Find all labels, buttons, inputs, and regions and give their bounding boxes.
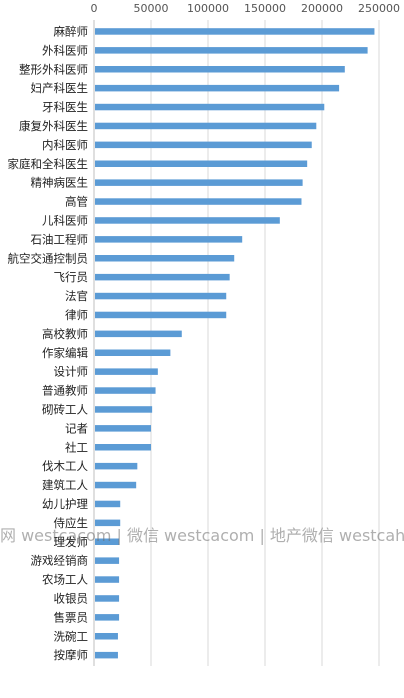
category-labels: 麻醉师外科医师整形外科医师妇产科医生牙科医生康复外科医生内科医师家庭和全科医生精…: [8, 24, 89, 662]
bar: [95, 406, 153, 413]
x-tick-label: 100000: [187, 2, 229, 15]
x-tick-label: 50000: [134, 2, 169, 15]
category-label: 康复外科医生: [19, 119, 88, 133]
x-tick-label: 150000: [244, 2, 286, 15]
x-tick-label: 0: [91, 2, 98, 15]
bar: [95, 481, 137, 489]
category-label: 外科医师: [42, 43, 88, 57]
category-label: 幼儿护理: [42, 497, 88, 511]
bar: [95, 217, 280, 224]
category-label: 精神病医生: [31, 176, 89, 190]
category-label: 游戏经销商: [31, 554, 89, 568]
category-label: 石油工程师: [31, 232, 89, 246]
category-label: 作家编辑: [42, 346, 88, 360]
bar: [95, 519, 121, 527]
category-label: 高管: [65, 195, 88, 209]
bar: [95, 330, 182, 338]
bar: [95, 66, 345, 73]
bar: [95, 160, 308, 167]
bars: [95, 28, 375, 659]
bar: [95, 425, 151, 432]
category-label: 建筑工人: [42, 478, 88, 492]
category-label: 侍应生: [54, 516, 89, 530]
gridlines: [93, 20, 380, 666]
bar: [95, 273, 230, 281]
category-label: 洗碗工: [54, 629, 89, 643]
x-tick-label: 250000: [358, 2, 400, 15]
bar: [95, 349, 171, 356]
bar: [95, 500, 121, 508]
bar: [95, 103, 325, 111]
bar: [95, 538, 120, 545]
bar: [95, 614, 120, 621]
bar: [95, 47, 368, 54]
category-label: 牙科医生: [42, 100, 88, 114]
category-label: 记者: [65, 421, 88, 435]
bar: [95, 292, 227, 300]
bar: [95, 595, 120, 602]
category-label: 普通教师: [42, 384, 88, 398]
category-label: 售票员: [54, 610, 89, 624]
bar: [95, 84, 340, 92]
category-label: 儿科医师: [42, 213, 88, 227]
bar: [95, 311, 227, 319]
category-label: 麻醉师: [54, 24, 89, 38]
bar: [95, 633, 118, 640]
category-label: 家庭和全科医生: [8, 157, 89, 171]
category-label: 法官: [65, 289, 88, 303]
bar: [95, 255, 235, 262]
category-label: 伐木工人: [42, 459, 88, 473]
bar: [95, 651, 118, 659]
category-label: 理发师: [54, 535, 89, 549]
category-label: 航空交通控制员: [8, 251, 89, 265]
category-label: 砌砖工人: [42, 402, 88, 416]
bar: [95, 444, 151, 451]
bar: [95, 462, 138, 470]
category-label: 设计师: [54, 365, 89, 379]
category-label: 律师: [65, 308, 88, 322]
category-label: 内科医师: [42, 138, 88, 152]
category-label: 高校教师: [42, 327, 88, 341]
bar: [95, 179, 303, 186]
bar: [95, 387, 156, 394]
category-label: 社工: [65, 440, 88, 454]
category-label: 整形外科医师: [19, 62, 88, 76]
bar: [95, 236, 243, 243]
bar: [95, 557, 120, 564]
x-tick-label: 200000: [301, 2, 343, 15]
bar: [95, 28, 375, 35]
bar: [95, 122, 317, 130]
x-axis-ticks: 0 50000 100000 150000 200000 250000: [91, 2, 401, 15]
category-label: 飞行员: [54, 270, 89, 284]
category-label: 收银员: [54, 591, 89, 605]
category-label: 农场工人: [42, 573, 88, 587]
bar: [95, 368, 158, 375]
category-label: 按摩师: [54, 648, 89, 662]
bar: [95, 198, 302, 205]
category-label: 妇产科医生: [31, 81, 89, 95]
bar: [95, 576, 120, 583]
bar: [95, 141, 312, 149]
